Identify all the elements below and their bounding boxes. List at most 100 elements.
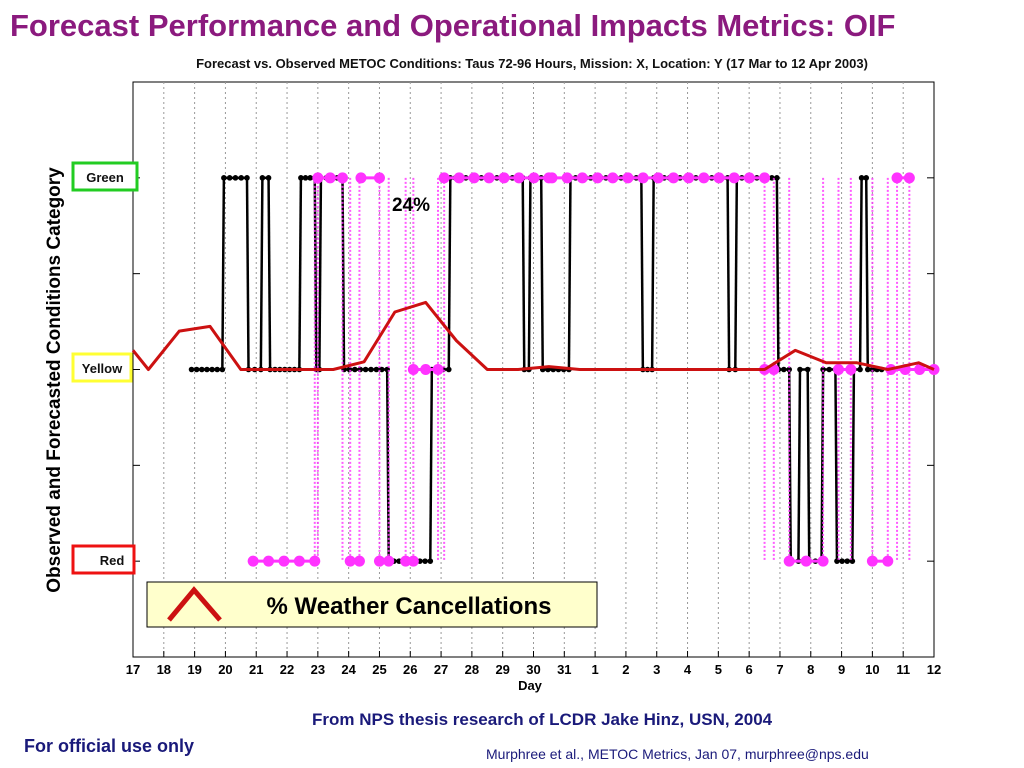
x-tick-label: 6 xyxy=(746,662,753,677)
observed-transition xyxy=(341,177,346,370)
x-tick-label: 24 xyxy=(341,662,356,677)
forecast-point xyxy=(546,172,558,184)
observed-point xyxy=(238,175,245,181)
forecast-point xyxy=(914,364,926,375)
forecast-point xyxy=(783,555,795,567)
forecast-point xyxy=(355,172,367,184)
x-tick-label: 5 xyxy=(715,662,722,677)
forecast-point xyxy=(592,172,604,184)
red-category-box xyxy=(71,544,136,575)
observed-point xyxy=(214,366,221,373)
observed-point xyxy=(199,366,205,373)
x-tick-label: 30 xyxy=(526,662,540,677)
forecast-point xyxy=(293,555,305,567)
observed-transition xyxy=(820,369,825,562)
observed-point xyxy=(204,366,210,373)
forecast-point xyxy=(498,172,510,184)
chart-title: Forecast vs. Observed METOC Conditions: … xyxy=(196,56,868,71)
forecast-point xyxy=(728,172,740,184)
observed-point xyxy=(422,558,428,564)
x-tick-label: 7 xyxy=(776,662,783,677)
x-tick-label: 4 xyxy=(684,662,692,677)
x-tick-label: 8 xyxy=(807,662,814,677)
forecast-point xyxy=(432,364,444,375)
observed-point xyxy=(857,366,863,373)
x-tick-label: 2 xyxy=(622,662,629,677)
observed-point xyxy=(307,175,313,181)
observed-transition xyxy=(797,369,802,562)
observed-point xyxy=(869,366,876,373)
observed-transition xyxy=(221,177,226,370)
forecast-point xyxy=(667,172,679,184)
forecast-point xyxy=(759,172,771,184)
observed-point xyxy=(188,366,195,373)
y-axis-label: Observed and Forecasted Conditions Categ… xyxy=(44,167,65,593)
x-axis-label: Day xyxy=(518,678,543,693)
x-tick-label: 20 xyxy=(218,662,232,677)
forecast-point xyxy=(561,172,573,184)
category-labels: Green Yellow Red xyxy=(71,161,139,575)
forecast-point xyxy=(832,364,844,375)
observed-transition xyxy=(834,369,839,562)
observed-point xyxy=(774,175,780,181)
forecast-point xyxy=(336,172,348,184)
legend: % Weather Cancellations xyxy=(146,581,598,628)
fouo-notice: For official use only xyxy=(24,736,195,756)
forecast-point xyxy=(817,555,829,567)
forecast-point xyxy=(882,555,894,567)
credit-line: From NPS thesis research of LCDR Jake Hi… xyxy=(312,710,773,729)
forecast-point xyxy=(698,172,710,184)
observed-transition xyxy=(429,369,434,562)
forecast-point xyxy=(373,172,385,184)
x-tick-label: 27 xyxy=(434,662,448,677)
forecast-point xyxy=(622,172,634,184)
observed-point xyxy=(427,558,434,564)
forecast-point xyxy=(866,555,878,567)
green-category-box xyxy=(71,161,139,192)
observed-point xyxy=(302,175,309,181)
observed-transition xyxy=(775,177,780,370)
forecast-point xyxy=(353,555,365,567)
observed-point xyxy=(226,175,233,181)
x-tick-label: 3 xyxy=(653,662,660,677)
forecast-point xyxy=(683,172,695,184)
observed-transition xyxy=(726,177,731,370)
observed-point xyxy=(265,175,272,181)
observed-transition xyxy=(385,369,390,562)
forecast-point xyxy=(483,172,495,184)
x-tick-label: 12 xyxy=(927,662,941,677)
observed-point xyxy=(193,366,200,373)
x-tick-label: 23 xyxy=(311,662,325,677)
observed-point xyxy=(368,366,374,373)
forecast-point xyxy=(528,172,540,184)
observed-point xyxy=(826,366,833,373)
y-ticks xyxy=(133,177,934,562)
observed-transition xyxy=(567,177,572,370)
x-tick-labels: 17 18 19 20 21 22 23 24 25 26 27 28 29 30 31 1 2 3 4 5 6 7 8 9 1… xyxy=(126,662,941,677)
observed-point xyxy=(858,175,865,181)
forecast-point xyxy=(407,364,419,375)
slide-title: Forecast Performance and Operational Imp… xyxy=(10,8,896,43)
observed-transition xyxy=(318,177,323,370)
observed-transition xyxy=(858,177,863,370)
forecast-point xyxy=(263,555,275,567)
yellow-category-label: Yellow xyxy=(82,361,123,376)
forecast-point xyxy=(845,364,857,375)
x-tick-label: 1 xyxy=(591,662,598,677)
x-tick-label: 10 xyxy=(865,662,879,677)
forecast-point xyxy=(344,555,356,567)
x-tick-label: 22 xyxy=(280,662,294,677)
observed-point xyxy=(804,366,811,373)
forecast-series xyxy=(247,172,940,567)
forecast-point xyxy=(383,555,395,567)
observed-point xyxy=(864,366,871,373)
forecast-point xyxy=(453,172,465,184)
green-category-label: Green xyxy=(86,170,124,185)
legend-caret-icon xyxy=(167,586,222,622)
citation: Murphree et al., METOC Metrics, Jan 07, … xyxy=(486,746,869,762)
x-tick-label: 28 xyxy=(465,662,479,677)
observed-point xyxy=(786,366,793,373)
observed-transition xyxy=(447,177,452,370)
forecast-point xyxy=(800,555,812,567)
